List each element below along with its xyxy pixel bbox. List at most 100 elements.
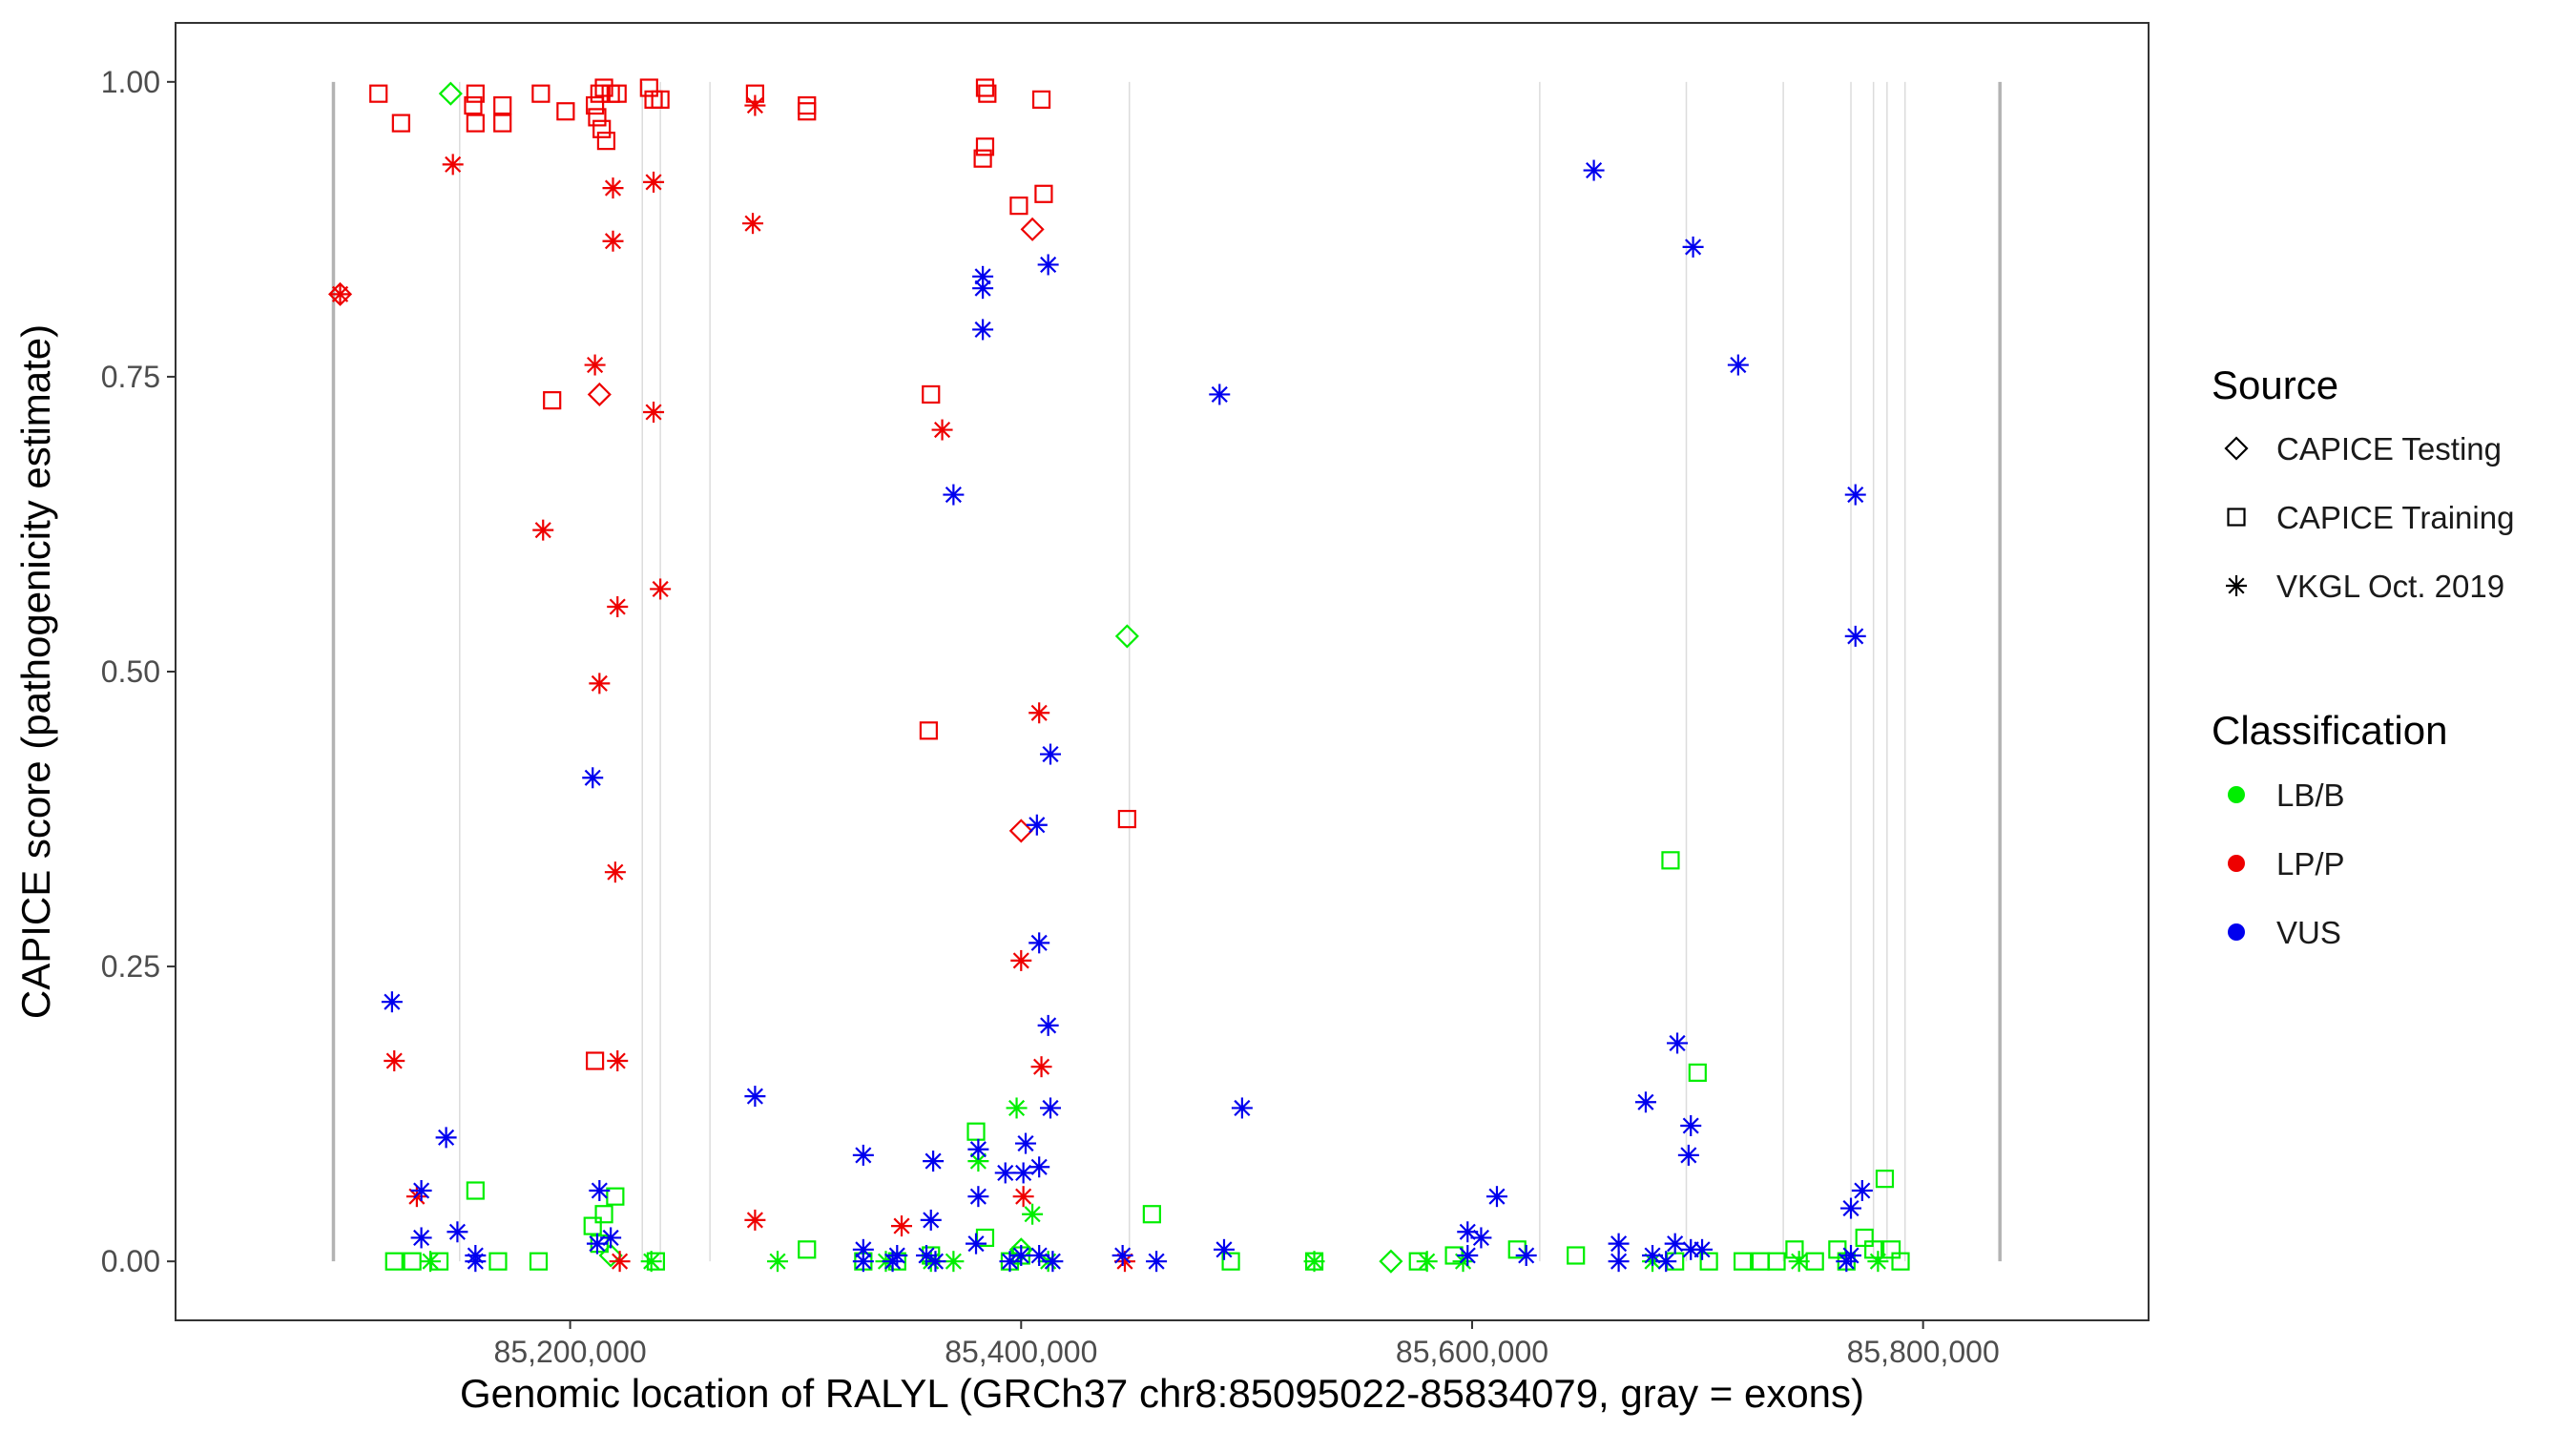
data-point <box>978 84 997 103</box>
data-point <box>1867 1251 1889 1273</box>
data-point <box>1042 1251 1064 1273</box>
data-point <box>924 1251 946 1273</box>
data-point <box>466 1181 485 1200</box>
data-point <box>602 177 624 199</box>
data-point <box>488 1252 508 1271</box>
data-point <box>972 319 994 341</box>
data-point <box>744 1086 766 1108</box>
data-point <box>592 119 612 138</box>
data-point <box>1840 1197 1862 1219</box>
data-point <box>384 1252 404 1271</box>
data-point <box>882 1251 904 1273</box>
data-point <box>1688 1063 1707 1082</box>
data-point <box>587 382 612 407</box>
x-axis-title: Genomic location of RALYL (GRCh37 chr8:8… <box>460 1371 1864 1416</box>
data-point <box>1836 1251 1858 1273</box>
data-point <box>922 384 941 404</box>
data-point <box>1117 809 1136 829</box>
data-point <box>643 402 665 423</box>
data-point <box>391 114 410 133</box>
data-point <box>420 1251 442 1273</box>
x-tick-label: 85,400,000 <box>945 1335 1097 1369</box>
legend-classification-entries: LB/B LP/P VUS <box>2228 778 2345 950</box>
data-point <box>1028 1156 1050 1178</box>
data-point <box>1875 1170 1895 1189</box>
data-point <box>852 1144 874 1166</box>
data-point <box>493 114 512 133</box>
data-point <box>1634 1091 1656 1113</box>
data-point <box>852 1251 874 1273</box>
legend-source-title: Source <box>2212 363 2338 407</box>
data-point <box>493 95 512 115</box>
data-point <box>1114 624 1139 649</box>
data-point <box>1379 1249 1403 1274</box>
x-tick-label: 85,200,000 <box>494 1335 647 1369</box>
data-point <box>1037 254 1059 276</box>
data-point <box>531 84 551 103</box>
data-point <box>543 391 562 410</box>
legend-key-dot <box>2228 855 2245 872</box>
data-point <box>607 596 629 617</box>
data-point <box>1028 702 1050 724</box>
data-point <box>1010 949 1032 971</box>
data-point <box>1221 1252 1240 1271</box>
legend-source-label: CAPICE Training <box>2276 500 2514 535</box>
data-point <box>1026 814 1048 836</box>
data-point <box>1567 1246 1586 1265</box>
data-point <box>1680 1115 1702 1136</box>
data-points <box>327 78 1910 1274</box>
data-point <box>585 95 605 115</box>
data-point <box>1030 1056 1052 1078</box>
legend-class-label: VUS <box>2276 915 2341 950</box>
legend-source-label: CAPICE Testing <box>2276 431 2502 467</box>
legend-class-label: LB/B <box>2276 778 2345 813</box>
legend-key-dot <box>2228 786 2245 803</box>
data-point <box>1416 1251 1438 1273</box>
data-point <box>1844 625 1866 647</box>
data-point <box>943 484 965 506</box>
data-point <box>1682 236 1704 258</box>
data-point <box>1028 932 1050 954</box>
data-point <box>798 95 817 115</box>
data-point <box>1031 90 1051 109</box>
legend-key-asterisk <box>2226 575 2247 596</box>
data-point <box>651 90 670 109</box>
data-point <box>596 132 616 151</box>
data-point <box>1037 1014 1059 1036</box>
data-point <box>1692 1238 1714 1260</box>
data-point <box>588 108 607 127</box>
legend-key-diamond <box>2224 436 2249 461</box>
data-point <box>767 1251 789 1273</box>
data-point <box>1485 1186 1507 1208</box>
data-point <box>1699 1252 1718 1271</box>
data-point <box>972 278 994 300</box>
data-point <box>1015 1132 1037 1154</box>
y-ticks: 0.00 0.25 0.50 0.75 1.00 <box>101 65 176 1278</box>
data-point <box>975 137 995 156</box>
y-tick-label: 1.00 <box>101 65 160 99</box>
data-point <box>466 84 485 103</box>
data-point <box>594 1205 613 1224</box>
data-point <box>589 673 611 695</box>
y-tick-label: 0.75 <box>101 360 160 394</box>
data-point <box>1891 1252 1910 1271</box>
data-point <box>1667 1032 1689 1054</box>
legend: Source CAPICE Testing CAPICE Training VKGL… <box>2212 363 2514 950</box>
data-point <box>369 84 388 103</box>
data-point <box>923 1151 945 1172</box>
data-point <box>1515 1245 1537 1266</box>
data-point <box>1851 1180 1873 1201</box>
data-point <box>1111 1245 1133 1266</box>
data-point <box>442 154 464 176</box>
legend-key-square <box>2227 508 2246 527</box>
x-axis: 85,200,000 85,400,000 85,600,000 85,800,000… <box>460 1320 2000 1416</box>
data-point <box>607 1050 629 1071</box>
data-point <box>1012 1162 1034 1184</box>
y-tick-label: 0.50 <box>101 654 160 689</box>
data-point <box>1146 1251 1168 1273</box>
data-point <box>590 84 609 103</box>
data-point <box>1231 1097 1253 1119</box>
legend-source-label: VKGL Oct. 2019 <box>2276 569 2504 604</box>
data-point <box>438 81 463 106</box>
